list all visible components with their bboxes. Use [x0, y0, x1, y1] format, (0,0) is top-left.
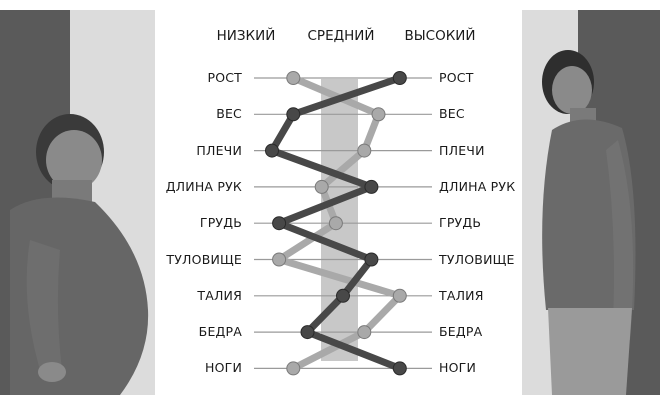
- row-label-right-arm-length: ДЛИНА РУК: [439, 179, 516, 194]
- series-2-point-2: [286, 107, 301, 122]
- series-1-point-6: [272, 252, 287, 267]
- row-label-left-hips: БЕДРА: [198, 324, 242, 339]
- row-label-right-height: РОСТ: [439, 70, 474, 85]
- series-2-point-4: [364, 179, 379, 194]
- row-label-left-waist: ТАЛИЯ: [197, 288, 242, 303]
- row-label-left-shoulders: ПЛЕЧИ: [196, 143, 242, 158]
- series-2-point-7: [336, 288, 350, 303]
- row-label-left-legs: НОГИ: [204, 360, 242, 375]
- row-label-right-chest: ГРУДЬ: [439, 215, 482, 230]
- series-2-point-6: [364, 252, 379, 267]
- series-2-point-8: [300, 325, 315, 340]
- series-1-point-8: [357, 325, 372, 340]
- series-2-point-1: [392, 71, 407, 85]
- row-label-right-hips: БЕДРА: [439, 324, 483, 339]
- column-header-mid: СРЕДНИЙ: [307, 28, 375, 44]
- column-header-high: ВЫСОКИЙ: [404, 28, 476, 44]
- row-label-right-weight: ВЕС: [439, 106, 465, 121]
- left-photo-panel: [0, 10, 155, 395]
- row-label-right-torso: ТУЛОВИЩЕ: [439, 252, 515, 267]
- series-1-point-2: [371, 107, 386, 122]
- row-label-right-legs: НОГИ: [439, 360, 477, 375]
- series-2-point-9: [392, 361, 407, 376]
- series-1-point-7: [392, 288, 407, 303]
- row-label-left-height: РОСТ: [207, 70, 242, 85]
- series-1-point-1: [286, 71, 301, 85]
- slim-man-figure: [542, 50, 636, 395]
- series-1-point-4: [314, 179, 329, 194]
- heavy-man-figure: [10, 114, 149, 395]
- right-photo-panel: [522, 10, 660, 395]
- series-1-point-3: [357, 143, 372, 158]
- series-1-point-5: [328, 216, 343, 231]
- row-label-left-weight: ВЕС: [216, 106, 242, 121]
- row-label-right-shoulders: ПЛЕЧИ: [439, 143, 485, 158]
- row-label-right-waist: ТАЛИЯ: [439, 288, 484, 303]
- column-header-low: НИЗКИЙ: [216, 28, 276, 44]
- series-points: [265, 71, 407, 376]
- series-1-point-9: [286, 361, 301, 376]
- row-label-left-arm-length: ДЛИНА РУК: [165, 179, 242, 194]
- row-label-left-chest: ГРУДЬ: [199, 215, 242, 230]
- series-2-point-3: [265, 143, 279, 158]
- series-2-point-5: [272, 216, 287, 231]
- row-label-left-torso: ТУЛОВИЩЕ: [166, 252, 242, 267]
